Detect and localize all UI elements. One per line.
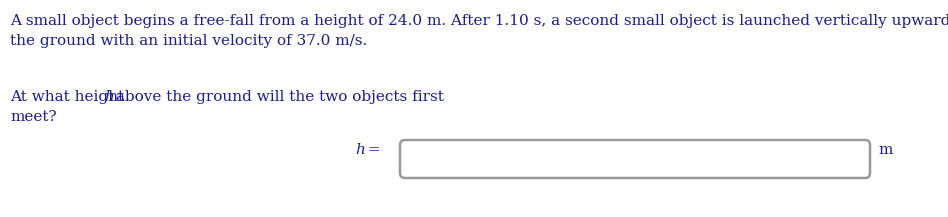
Text: h: h xyxy=(104,90,115,104)
Text: h: h xyxy=(355,143,365,157)
Text: At what height: At what height xyxy=(10,90,129,104)
Text: =: = xyxy=(363,143,381,157)
Text: the ground with an initial velocity of 37.0 m/s.: the ground with an initial velocity of 3… xyxy=(10,34,367,48)
Text: meet?: meet? xyxy=(10,110,57,124)
Text: A small object begins a free-fall from a height of 24.0 m. After 1.10 s, a secon: A small object begins a free-fall from a… xyxy=(10,14,948,28)
FancyBboxPatch shape xyxy=(400,140,870,178)
Text: m: m xyxy=(878,143,892,157)
Text: above the ground will the two objects first: above the ground will the two objects fi… xyxy=(111,90,444,104)
